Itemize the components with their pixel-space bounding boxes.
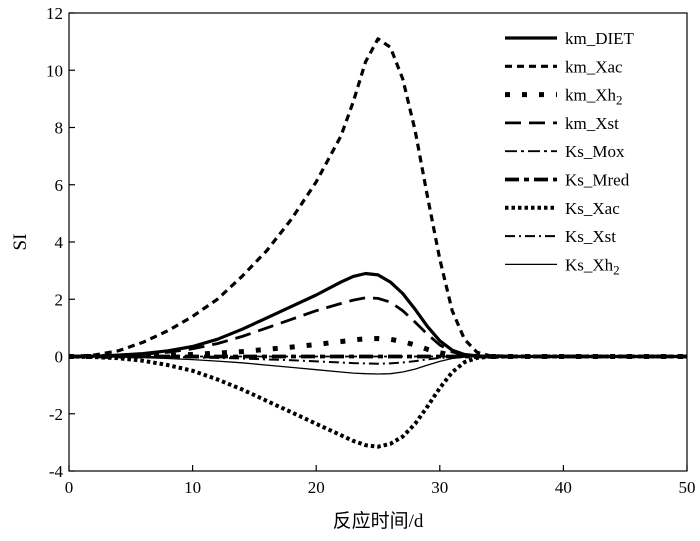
- legend-label: km_Xac: [565, 57, 623, 76]
- legend-label: Ks_Xh2: [565, 255, 620, 277]
- y-tick-label: 6: [55, 176, 64, 195]
- series-line-3: [68, 296, 687, 358]
- legend-label: km_Xh2: [565, 86, 623, 108]
- legend-label: Ks_Mred: [565, 171, 630, 190]
- y-tick-label: 10: [46, 61, 63, 80]
- y-tick-label: 0: [55, 348, 64, 367]
- series-line-6: [68, 354, 687, 449]
- series-line-8: [68, 355, 687, 375]
- series-lines: [68, 37, 687, 449]
- y-tick-label: 12: [46, 4, 63, 23]
- y-tick-label: -4: [49, 462, 64, 481]
- legend-label: Ks_Mox: [565, 142, 625, 161]
- legend-label: Ks_Xst: [565, 227, 616, 246]
- axis-tick-labels: 0 10 20 30 40 50 -4 -2 0 2 4 6 8 10 12: [46, 4, 696, 497]
- y-tick-label: 8: [55, 119, 64, 138]
- x-tick-label: 10: [184, 478, 201, 497]
- legend-label: km_DIET: [565, 29, 635, 48]
- y-tick-label: 2: [55, 290, 64, 309]
- series-line-2: [69, 336, 687, 359]
- x-tick-label: 20: [308, 478, 325, 497]
- y-tick-label: -2: [49, 405, 63, 424]
- x-tick-label: 40: [555, 478, 572, 497]
- legend-label: km_Xst: [565, 114, 619, 133]
- y-tick-label: 4: [55, 233, 64, 252]
- x-tick-label: 50: [679, 478, 696, 497]
- x-tick-label: 30: [431, 478, 448, 497]
- x-tick-label: 0: [65, 478, 74, 497]
- y-axis-label: SI: [10, 234, 31, 251]
- legend: km_DIET km_Xac km_Xh2 km_Xst Ks_Mox Ks_Mred Ks…: [505, 29, 635, 277]
- series-line-0: [68, 271, 687, 359]
- legend-label: Ks_Xac: [565, 199, 620, 218]
- x-axis-label: 反应时间/d: [333, 510, 424, 532]
- series-line-1: [68, 37, 687, 359]
- axis-ticks: [68, 12, 688, 472]
